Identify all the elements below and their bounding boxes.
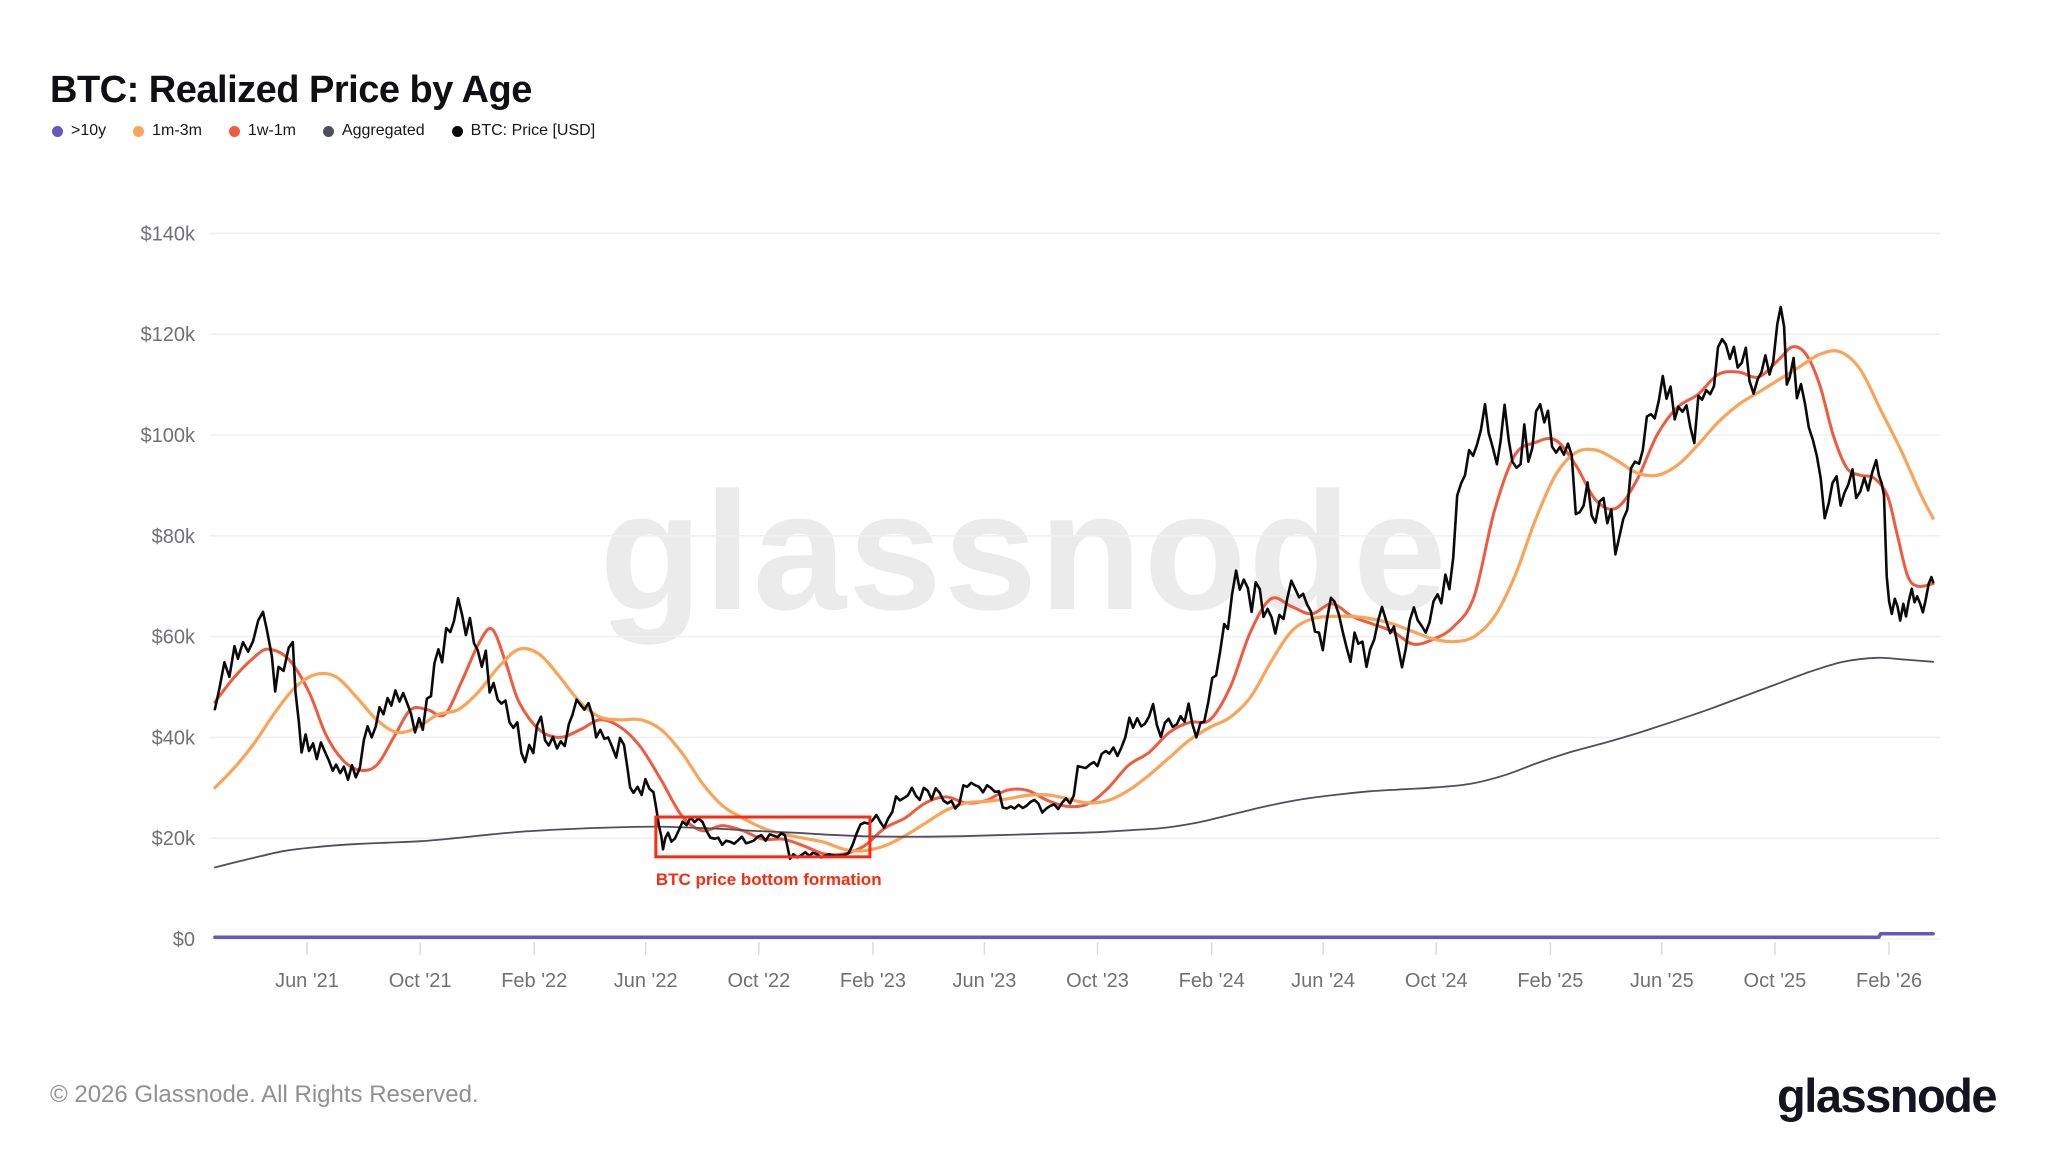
legend-item--10y[interactable]: >10y [52, 122, 106, 140]
chart-legend: >10y 1m-3m 1w-1m Aggregated BTC: Price [USD] [52, 122, 595, 140]
series-line-btc-price-usd- [213, 305, 1935, 861]
legend-item-label: BTC: Price [USD] [470, 122, 596, 139]
y-axis-label: $100k [141, 425, 196, 447]
glassnode-logo[interactable]: glassnode [1777, 1069, 1997, 1122]
legend-dot-icon [228, 125, 240, 137]
series-line-aggregated [214, 656, 1934, 869]
annotation-label: BTC price bottom formation [656, 870, 882, 889]
legend-item-1w-1m[interactable]: 1w-1m [228, 122, 296, 140]
legend-item-label: 1m-3m [152, 122, 202, 139]
x-axis-label: Feb '22 [501, 970, 567, 992]
legend-item-label: Aggregated [341, 122, 425, 139]
legend-item-label: 1w-1m [247, 122, 296, 139]
legend-dot-icon [52, 125, 63, 137]
copyright-text: © 2026 Glassnode. All Rights Reserved. [50, 1081, 479, 1108]
annotation-box [654, 815, 872, 859]
x-axis-label: Oct '23 [1066, 970, 1129, 992]
y-axis-label: $140k [141, 223, 196, 245]
x-axis-label: Oct '24 [1405, 970, 1468, 992]
series-line--10y [213, 931, 1935, 939]
x-axis-label: Feb '23 [840, 970, 906, 992]
x-axis-label: Jun '25 [1630, 970, 1694, 992]
x-axis-label: Oct '22 [727, 970, 790, 992]
y-axis-label: $120k [141, 324, 196, 346]
y-axis-label: $80k [152, 526, 196, 548]
y-axis-label: $0 [173, 929, 195, 951]
legend-item-1m-3m[interactable]: 1m-3m [133, 122, 202, 140]
legend-item-label: >10y [71, 122, 107, 139]
legend-dot-icon [133, 125, 145, 137]
x-axis-label: Jun '23 [952, 970, 1016, 992]
page-title: BTC: Realized Price by Age [50, 69, 532, 112]
x-axis-label: Oct '25 [1744, 970, 1807, 992]
x-axis-label: Jun '21 [275, 970, 339, 992]
y-axis-label: $40k [152, 727, 196, 749]
x-axis-label: Feb '25 [1517, 970, 1583, 992]
y-axis-label: $20k [152, 828, 196, 850]
series-line-1w-1m [213, 345, 1935, 857]
legend-item-btc-price-usd-[interactable]: BTC: Price [USD] [451, 122, 596, 140]
legend-dot-icon [322, 125, 334, 137]
legend-item-aggregated[interactable]: Aggregated [322, 122, 425, 140]
x-axis-label: Jun '22 [614, 970, 678, 992]
x-axis-label: Jun '24 [1291, 970, 1355, 992]
x-axis-label: Feb '24 [1179, 970, 1245, 992]
series-line-1m-3m [213, 349, 1935, 853]
x-axis-label: Feb '26 [1856, 970, 1922, 992]
legend-dot-icon [451, 125, 463, 137]
x-axis-label: Oct '21 [389, 970, 452, 992]
y-axis-label: $60k [152, 627, 196, 649]
